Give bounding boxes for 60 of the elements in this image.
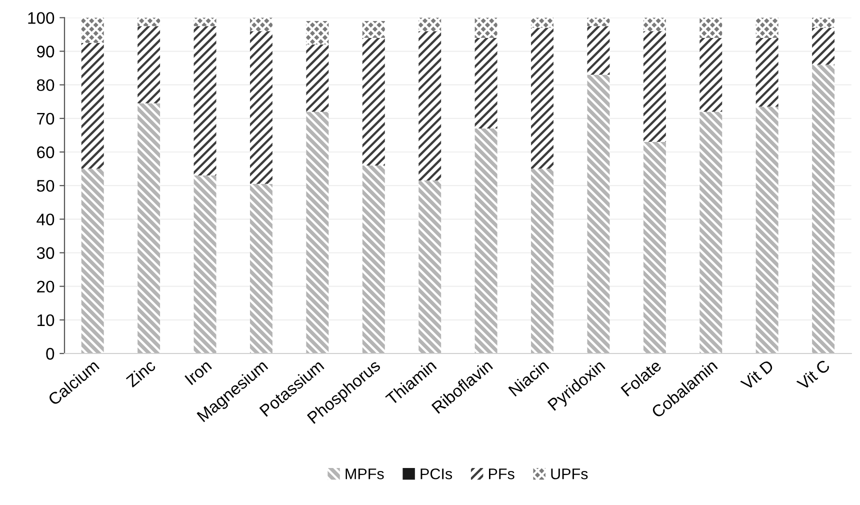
bar [194, 26, 216, 176]
y-tick-label: 80 [36, 79, 54, 92]
y-tick-label: 10 [38, 314, 54, 326]
bar [474, 128, 498, 354]
y-tick-label: 0 [46, 348, 54, 360]
bar [81, 42, 104, 169]
y-tick-label: 50 [36, 180, 54, 192]
bar [756, 18, 778, 38]
bar [194, 176, 216, 354]
bar [138, 18, 160, 26]
bar [756, 38, 778, 107]
bar [700, 38, 722, 112]
bar [306, 112, 329, 354]
x-tick-label: Zinc [125, 358, 156, 388]
bar [531, 18, 554, 28]
bar [643, 18, 666, 32]
bar [700, 18, 722, 38]
bar [587, 26, 610, 75]
y-tick-label: 20 [37, 280, 54, 293]
y-tick-label: 90 [37, 46, 54, 58]
y-tick-label: 30 [36, 247, 54, 259]
bar [700, 112, 722, 354]
x-tick-label: Vit D [740, 358, 774, 391]
bar [418, 18, 442, 32]
bar [531, 28, 554, 169]
bar [643, 142, 666, 354]
bar [418, 31, 442, 181]
bar [812, 64, 835, 354]
bar [812, 28, 835, 65]
bar [474, 18, 498, 38]
y-tick-label: 40 [36, 214, 54, 226]
bar [250, 31, 272, 184]
bar [138, 103, 160, 354]
x-tick-label: Vit C [796, 358, 831, 391]
bar [194, 18, 216, 26]
legend-label: UPFs [551, 468, 588, 480]
bar [812, 18, 835, 28]
bar [531, 168, 554, 354]
bar [587, 74, 610, 354]
bar [250, 18, 272, 32]
bar [474, 38, 498, 128]
bar [587, 18, 610, 26]
bar [138, 26, 160, 104]
y-tick-label: 100 [28, 12, 54, 24]
bar [643, 31, 666, 142]
legend-label: PFs [488, 468, 514, 480]
legend-label: MPFs [346, 468, 384, 480]
bar [306, 44, 329, 112]
bar [756, 106, 778, 354]
legend-label: PCIs [420, 468, 452, 480]
bar [81, 168, 104, 354]
bar [362, 165, 385, 354]
bar [418, 180, 442, 354]
y-tick-label: 70 [37, 112, 54, 125]
bar [306, 21, 329, 45]
bar [81, 18, 104, 43]
bar [250, 184, 272, 354]
y-tick-label: 60 [37, 146, 54, 158]
bar [362, 38, 385, 166]
bar [362, 21, 385, 38]
